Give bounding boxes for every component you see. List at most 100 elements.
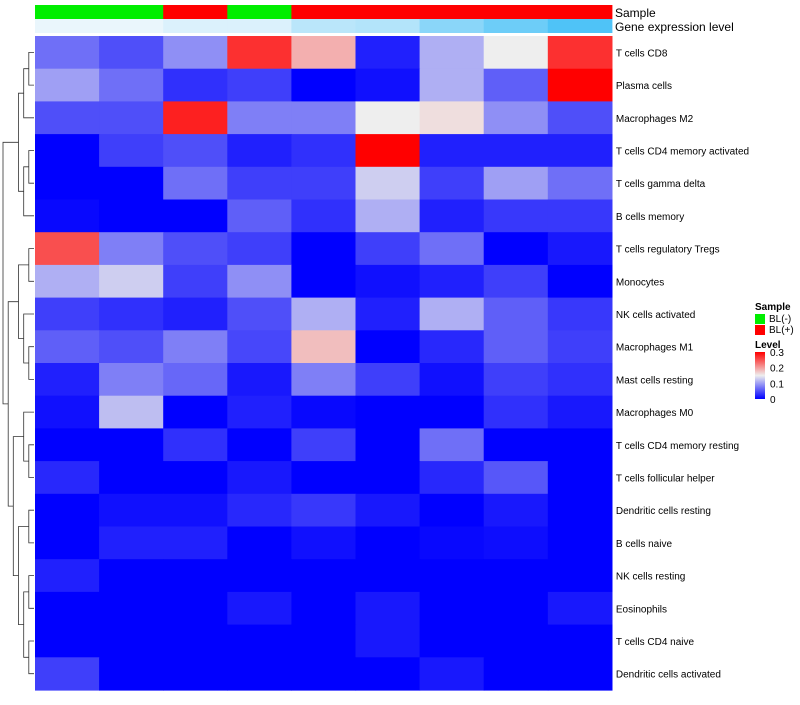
heatmap-cell — [227, 657, 292, 691]
heatmap-cell — [547, 559, 613, 593]
heatmap-cell — [291, 493, 357, 528]
heatmap-cell — [483, 68, 549, 102]
heatmap-cell — [227, 264, 292, 299]
row-labels: T cells CD8 Plasma cells Macrophages M2 T c… — [616, 48, 749, 680]
row-dendrogram — [2, 52, 34, 675]
heatmap-cell — [419, 526, 485, 560]
sample-track-label: Sample — [615, 6, 656, 20]
row-label: Mast cells resting — [616, 375, 693, 386]
heatmap-cell — [163, 493, 228, 528]
heatmap-cell — [483, 395, 549, 429]
heatmap-cell — [227, 363, 292, 397]
heatmap-cell — [163, 591, 228, 626]
heatmap-cell — [419, 166, 485, 201]
heatmap-cell — [483, 591, 549, 626]
heatmap-cell — [35, 591, 100, 626]
heatmap-cell — [419, 134, 485, 168]
row-label: Macrophages M0 — [616, 408, 694, 419]
heatmap-cell — [291, 101, 357, 135]
heatmap-cell — [163, 199, 228, 233]
heatmap-cell — [483, 264, 549, 299]
heatmap-cell — [99, 428, 164, 462]
heatmap-cell — [35, 624, 100, 658]
dendrogram-branch — [18, 92, 24, 192]
heatmap-cells — [35, 36, 613, 691]
heatmap-cell — [163, 657, 228, 691]
dendrogram-branch — [28, 150, 34, 184]
sample-legend: Sample BL(-) BL(+) — [755, 302, 794, 336]
heatmap-cell — [483, 559, 549, 593]
heatmap-cell — [419, 232, 485, 266]
heatmap-cell — [355, 395, 421, 429]
heatmap-cell — [227, 134, 292, 168]
heatmap-cell — [547, 101, 613, 135]
sample-track-cell — [483, 5, 549, 19]
heatmap-cell — [547, 461, 613, 495]
heatmap-cell — [99, 493, 164, 528]
row-label: Macrophages M2 — [616, 114, 694, 125]
heatmap-cell — [35, 330, 100, 364]
heatmap-cell — [483, 461, 549, 495]
heatmap-cell — [35, 559, 100, 593]
heatmap-cell — [227, 526, 292, 560]
heatmap-cell — [99, 526, 164, 560]
heatmap-cell — [291, 559, 357, 593]
heatmap-cell — [99, 264, 164, 299]
heatmap-cell — [547, 166, 613, 201]
heatmap-cell — [483, 166, 549, 201]
heatmap-cell — [547, 591, 613, 626]
gene-expression-track-cell — [227, 19, 292, 33]
gene-expression-track-label: Gene expression level — [615, 20, 734, 34]
heatmap-cell — [419, 363, 485, 397]
heatmap-cell — [291, 624, 357, 658]
heatmap-cell — [163, 428, 228, 462]
heatmap-cell — [99, 559, 164, 593]
heatmap-cell — [99, 395, 164, 429]
heatmap-cell — [483, 297, 549, 331]
sample-track-cell — [35, 5, 100, 19]
heatmap-cell — [547, 363, 613, 397]
row-label: Plasma cells — [616, 81, 672, 92]
heatmap-cell — [99, 363, 164, 397]
heatmap-cell — [291, 363, 357, 397]
heatmap-cell — [483, 101, 549, 135]
heatmap-cell — [99, 297, 164, 331]
dendrogram-branch — [28, 640, 34, 675]
row-label: Dendritic cells activated — [616, 670, 721, 681]
dendrogram-branch — [28, 52, 34, 86]
heatmap-cell — [99, 461, 164, 495]
heatmap-cell — [547, 134, 613, 168]
row-label: Monocytes — [616, 277, 664, 288]
dendrogram-branch — [2, 141, 19, 405]
sample-track-cell — [355, 5, 421, 19]
dendrogram-branch — [28, 248, 34, 282]
heatmap-cell — [163, 68, 228, 102]
heatmap-cell — [355, 199, 421, 233]
heatmap-cell — [291, 68, 357, 102]
heatmap-cell — [419, 101, 485, 135]
heatmap-cell — [355, 428, 421, 462]
row-label: T cells CD4 memory activated — [616, 147, 749, 158]
heatmap-cell — [547, 264, 613, 299]
heatmap-cell — [227, 68, 292, 102]
heatmap-cell — [35, 657, 100, 691]
heatmap-cell — [419, 559, 485, 593]
heatmap-cell — [291, 36, 357, 70]
row-label: T cells regulatory Tregs — [616, 245, 720, 256]
level-legend-title: Level — [755, 340, 781, 351]
heatmap-cell — [547, 624, 613, 658]
heatmap-cell — [227, 591, 292, 626]
heatmap-cell — [291, 199, 357, 233]
heatmap-cell — [547, 297, 613, 331]
heatmap-cell — [355, 36, 421, 70]
heatmap-cell — [419, 624, 485, 658]
heatmap-cell — [291, 297, 357, 331]
heatmap-cell — [291, 461, 357, 495]
gene-expression-track-cell — [163, 19, 228, 33]
heatmap-cell — [483, 330, 549, 364]
row-label: T cells CD4 naive — [616, 637, 695, 648]
heatmap-cell — [227, 395, 292, 429]
heatmap-cell — [163, 297, 228, 331]
heatmap-cell — [35, 493, 100, 528]
heatmap-cell — [419, 330, 485, 364]
